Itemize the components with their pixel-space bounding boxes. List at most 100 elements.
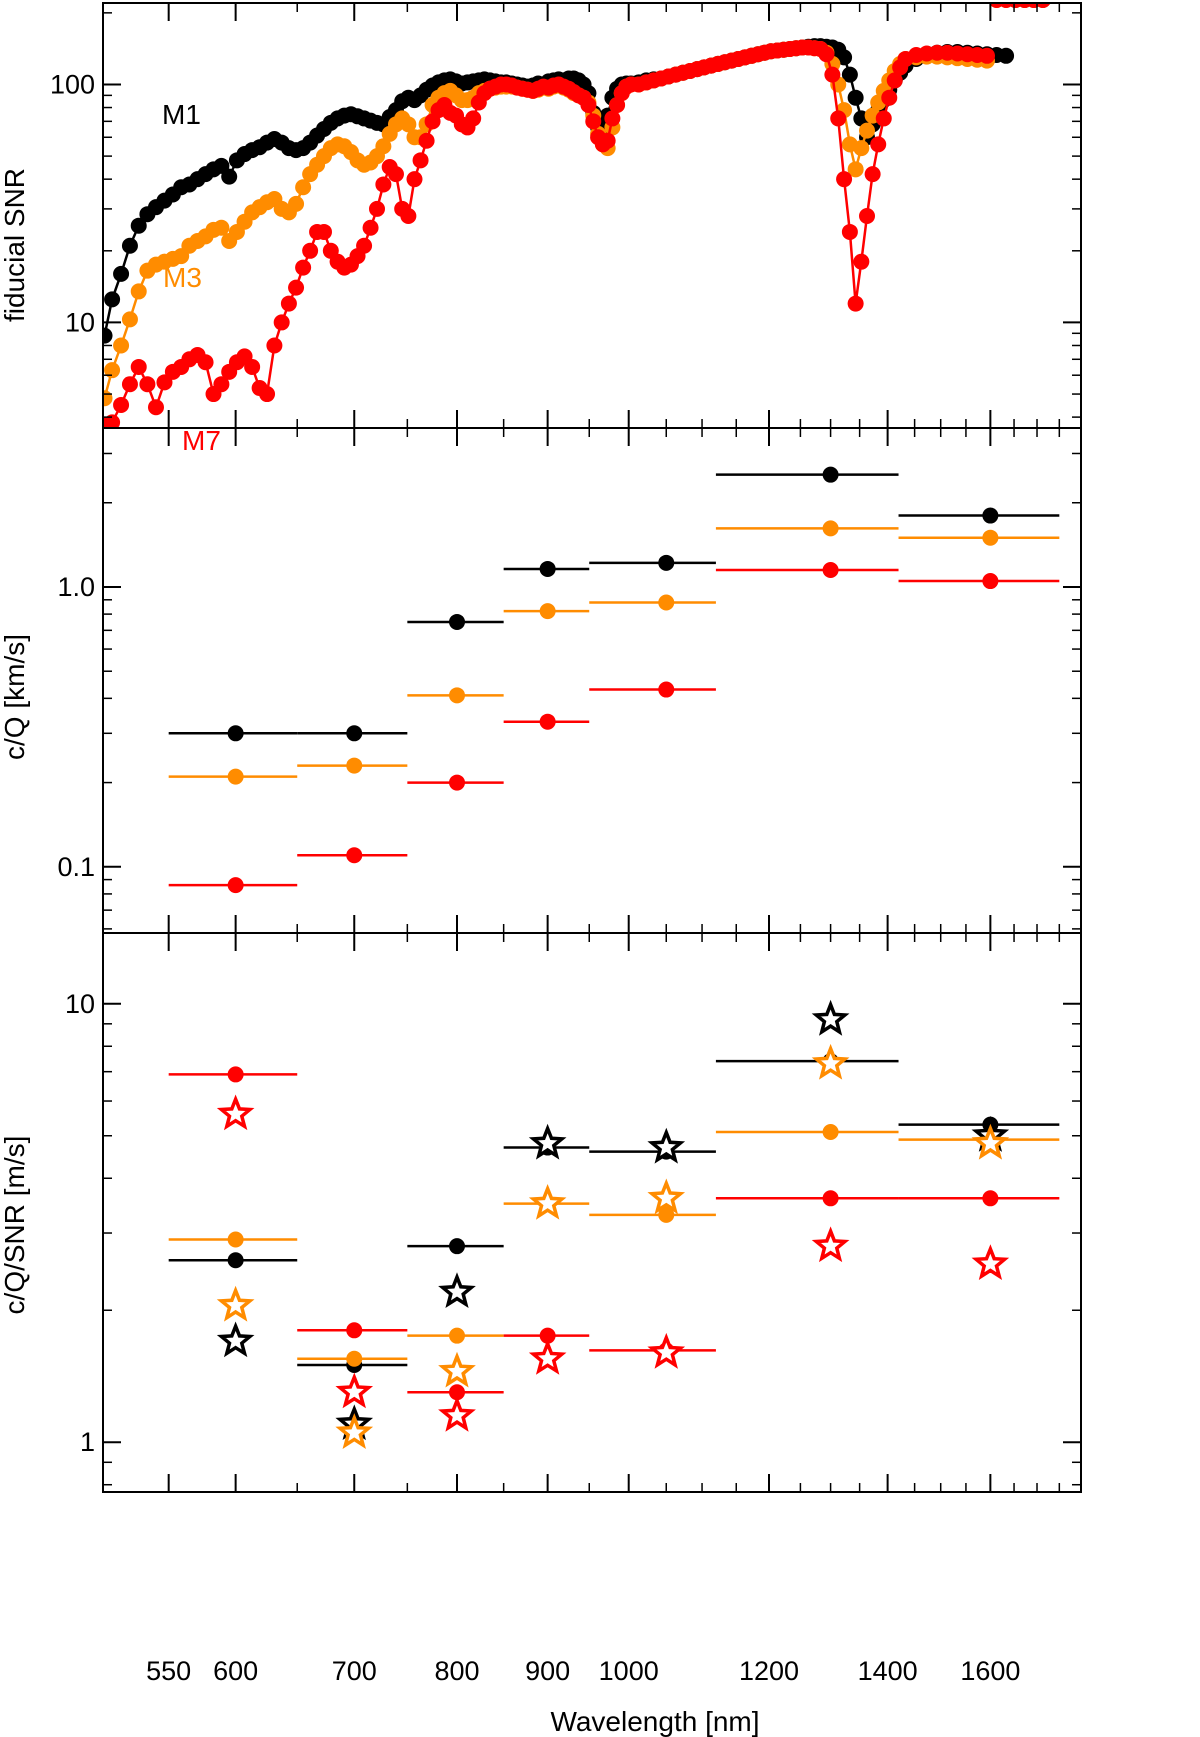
data-point-m7 — [604, 110, 621, 127]
data-point-m7 — [580, 96, 597, 113]
data-point-m7 — [875, 110, 892, 127]
data-point-m1 — [130, 217, 147, 234]
data-point-m7 — [449, 774, 466, 791]
y-axis-label-snr: fiducial SNR — [0, 168, 30, 322]
panel-frame-cqsnr — [102, 932, 1082, 1493]
data-point-m1 — [121, 237, 138, 254]
data-point-m7 — [113, 396, 130, 413]
data-point-m7 — [864, 166, 881, 183]
star-marker-m7 — [528, 1339, 567, 1375]
data-point-m1 — [221, 168, 238, 185]
data-point-m3 — [103, 390, 113, 407]
star-marker-m3 — [528, 1183, 567, 1220]
data-point-m3 — [822, 1123, 839, 1140]
data-point-m1 — [836, 49, 853, 66]
data-point-m7 — [273, 314, 290, 331]
data-point-m7 — [227, 1066, 244, 1083]
data-point-m7 — [346, 847, 363, 864]
data-point-m7 — [375, 176, 392, 193]
data-point-m7 — [266, 337, 283, 354]
data-point-m1 — [982, 507, 999, 524]
data-point-m7 — [315, 223, 332, 240]
snr-plot-area — [103, 3, 1051, 428]
data-point-m3 — [213, 219, 230, 236]
data-point-m7 — [870, 136, 887, 153]
star-marker-m3 — [438, 1351, 476, 1388]
curve-label-m1: M1 — [162, 99, 201, 130]
x-axis-label: Wavelength [nm] — [550, 1706, 759, 1737]
data-point-m1 — [227, 1252, 244, 1269]
data-point-m7 — [978, 47, 995, 64]
data-point-m1 — [539, 560, 556, 577]
data-point-m3 — [822, 520, 839, 537]
data-point-m7 — [406, 171, 423, 188]
x-tick-label: 700 — [332, 1656, 377, 1686]
data-point-m7 — [295, 259, 312, 276]
x-tick-label: 1400 — [858, 1656, 918, 1686]
y-tick-label-cq: 0.1 — [57, 852, 95, 882]
data-point-m3 — [853, 140, 870, 157]
y-tick-label-cqsnr: 10 — [65, 989, 95, 1019]
x-tick-label: 1200 — [739, 1656, 799, 1686]
x-tick-label: 550 — [146, 1656, 191, 1686]
data-point-m7 — [836, 171, 853, 188]
x-tick-label: 600 — [213, 1656, 258, 1686]
y-axis-label-cq: c/Q [km/s] — [0, 634, 30, 760]
data-point-m7 — [139, 376, 156, 393]
curve-label-m7: M7 — [182, 425, 221, 456]
text-layer: Wavelength [nm] fiducial SNR c/Q [km/s] … — [0, 69, 1020, 1737]
data-point-m7 — [539, 713, 556, 730]
data-point-m7 — [1035, 3, 1051, 8]
star-marker-m3 — [216, 1285, 255, 1322]
data-point-m3 — [130, 283, 147, 300]
data-point-m1 — [998, 47, 1015, 64]
y-tick-label-cqsnr: 1 — [80, 1427, 95, 1457]
x-tick-label: 800 — [434, 1656, 479, 1686]
star-marker-m7 — [438, 1395, 476, 1432]
data-point-m7 — [280, 295, 297, 312]
panel-frame-cq — [102, 427, 1082, 934]
x-tick-label: 1600 — [960, 1656, 1020, 1686]
data-point-m7 — [585, 113, 602, 130]
data-point-m7 — [658, 681, 675, 698]
data-point-m7 — [449, 1384, 466, 1401]
data-point-m7 — [824, 66, 841, 83]
data-point-m7 — [121, 376, 138, 393]
data-point-m7 — [130, 358, 147, 375]
data-point-m7 — [147, 399, 164, 416]
data-point-m7 — [387, 166, 404, 183]
data-point-m7 — [859, 208, 876, 225]
data-point-m3 — [400, 116, 417, 133]
data-point-m3 — [295, 179, 312, 196]
data-point-m1 — [104, 291, 121, 308]
data-layer — [103, 3, 1060, 1450]
x-tick-label: 900 — [525, 1656, 570, 1686]
star-marker-m3 — [811, 1043, 850, 1080]
data-point-m1 — [449, 1238, 466, 1255]
data-point-m7 — [847, 295, 864, 312]
y-axis-label-cqsnr: c/Q/SNR [m/s] — [0, 1136, 30, 1315]
data-point-m3 — [346, 757, 363, 774]
data-point-m7 — [881, 89, 898, 106]
data-point-m7 — [465, 110, 482, 127]
data-point-m7 — [418, 132, 435, 149]
data-point-m3 — [288, 195, 305, 212]
star-marker-m7 — [335, 1372, 374, 1409]
data-point-m7 — [539, 1327, 556, 1344]
data-point-m1 — [103, 327, 113, 344]
data-point-m7 — [356, 237, 373, 254]
data-point-m7 — [841, 223, 858, 240]
star-marker-m3 — [647, 1178, 686, 1215]
data-point-m7 — [362, 219, 379, 236]
data-point-m1 — [841, 66, 858, 83]
data-point-m1 — [113, 265, 130, 282]
star-marker-m7 — [811, 1226, 850, 1263]
data-point-m7 — [288, 279, 305, 296]
data-point-m3 — [982, 529, 999, 546]
y-tick-label-cq: 1.0 — [57, 572, 95, 602]
data-point-m7 — [259, 386, 276, 403]
data-point-m7 — [853, 253, 870, 270]
data-point-m3 — [847, 161, 864, 178]
data-point-m7 — [982, 573, 999, 590]
